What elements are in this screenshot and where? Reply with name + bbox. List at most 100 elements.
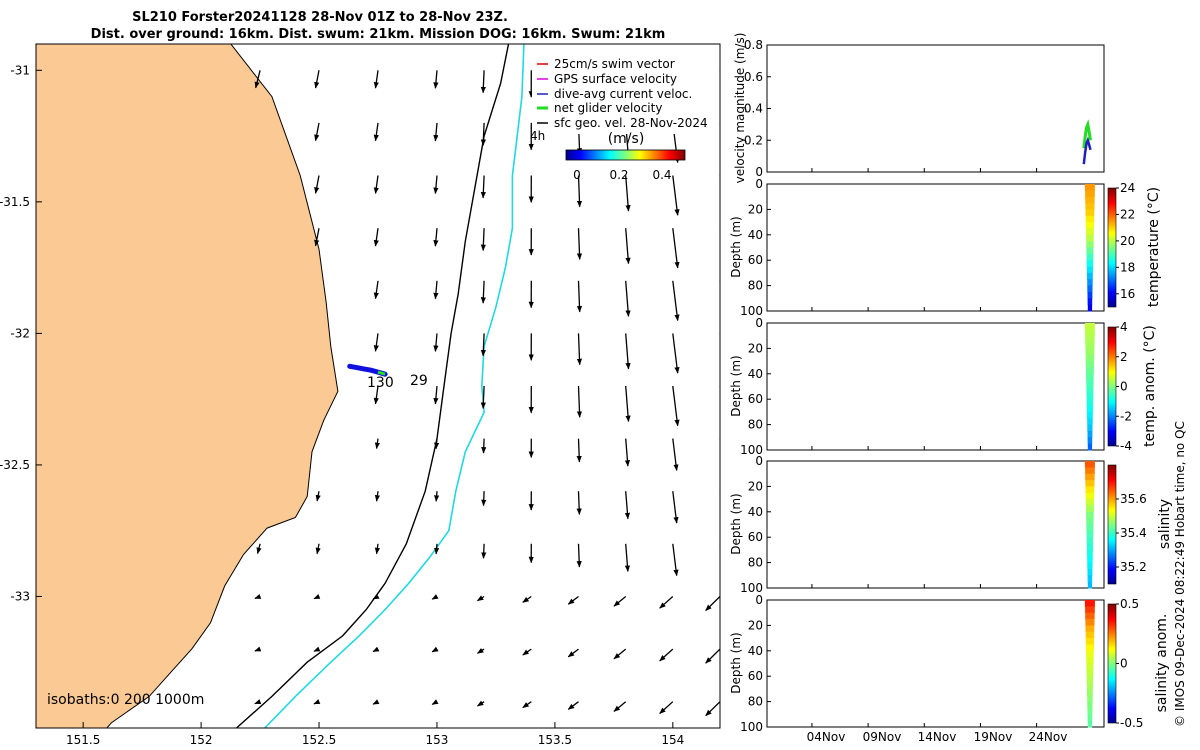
velocity-vector bbox=[314, 70, 320, 89]
velocity-vector bbox=[672, 228, 680, 269]
colorbar-tick-label: 0 bbox=[1120, 657, 1128, 671]
velocity-vector bbox=[576, 280, 583, 313]
profile-cell bbox=[1085, 492, 1095, 500]
velocity-vector bbox=[719, 543, 720, 548]
velocity-vector bbox=[625, 175, 631, 212]
profile-cell bbox=[1085, 638, 1094, 645]
velocity-vector bbox=[480, 122, 486, 146]
legend-item-dive: dive-avg current veloc. bbox=[554, 87, 692, 101]
colorbar-tick-label: 18 bbox=[1120, 260, 1135, 274]
panel-ytick-label: 60 bbox=[748, 253, 763, 267]
map-ticks: 151.5 152 152.5 153 153.5 154 -31 -31.5 -32 -32.5… bbox=[0, 63, 684, 747]
profile-cell bbox=[1086, 392, 1094, 400]
panel-ytick-label: 100 bbox=[740, 304, 763, 318]
profile-cell bbox=[1087, 714, 1093, 722]
profile-cell bbox=[1086, 234, 1094, 242]
velocity-vector bbox=[719, 228, 720, 233]
isobath-label: isobaths:0 200 1000m bbox=[47, 692, 204, 708]
velocity-vector bbox=[719, 175, 720, 180]
velocity-vector bbox=[480, 70, 486, 94]
profile-cell bbox=[1086, 524, 1094, 532]
panel-frame bbox=[766, 44, 1105, 173]
profile-cell bbox=[1087, 443, 1093, 451]
profile-cell bbox=[1086, 518, 1094, 525]
profile-cell bbox=[1087, 549, 1093, 557]
colorbar-tick-label: 20 bbox=[1120, 234, 1135, 248]
profile-cell bbox=[1087, 304, 1093, 312]
velocity-vector bbox=[254, 593, 262, 600]
temperature-cbar-label: temperature (°C) bbox=[1146, 187, 1162, 307]
velocity-vector bbox=[624, 543, 631, 573]
velocity-vector bbox=[373, 70, 379, 89]
profile-cell bbox=[1087, 581, 1093, 589]
colorbar-tick-label: 0 bbox=[1120, 380, 1128, 394]
map-ytick-label: -32.5 bbox=[0, 458, 30, 472]
profile-cell bbox=[1086, 380, 1094, 387]
velocity-vector bbox=[624, 491, 631, 520]
profile-cell bbox=[1086, 386, 1094, 394]
velocity-vector bbox=[480, 175, 486, 199]
profile-cell bbox=[1085, 203, 1095, 210]
profile-cell bbox=[1085, 612, 1095, 620]
profile-cell bbox=[1087, 430, 1093, 438]
panel-ytick-label: 0 bbox=[755, 593, 763, 607]
panel-ytick-label: 40 bbox=[748, 505, 763, 519]
profile-cell bbox=[1085, 361, 1094, 368]
velocity-vector bbox=[314, 228, 320, 247]
time-axis: 04Nov 09Nov 14Nov 19Nov 24Nov bbox=[807, 730, 1068, 744]
velocity-vector bbox=[613, 701, 627, 712]
profile-cell bbox=[1085, 606, 1095, 614]
velocity-vector bbox=[433, 175, 439, 195]
velocity-vector bbox=[254, 646, 262, 652]
salanom-ylabel: Depth (m) bbox=[729, 632, 743, 693]
velocity-vector bbox=[567, 701, 579, 710]
velocity-vector bbox=[373, 175, 379, 195]
legend-item-swim: 25cm/s swim vector bbox=[554, 57, 675, 71]
colorbar-tick-label: -2 bbox=[1120, 409, 1132, 423]
velocity-vector bbox=[481, 491, 487, 507]
velocity-vector bbox=[433, 280, 439, 300]
velocity-vector bbox=[476, 647, 485, 654]
profile-cell bbox=[1086, 505, 1094, 513]
panel-ytick-label: 40 bbox=[748, 367, 763, 381]
profile-cell bbox=[1086, 511, 1094, 519]
map-ytick-label: -32 bbox=[10, 326, 30, 340]
colorbar-gradient bbox=[565, 149, 686, 161]
panel-frame bbox=[766, 183, 1105, 312]
velocity-vector bbox=[373, 122, 379, 142]
velocity-vector bbox=[481, 543, 487, 559]
velocity-vector bbox=[431, 646, 439, 653]
panel-ytick-label: 80 bbox=[748, 418, 763, 432]
velocity-vector bbox=[313, 593, 321, 600]
map-xtick-label: 153 bbox=[426, 733, 449, 747]
velocity-vector bbox=[672, 491, 679, 524]
velocity-vector bbox=[613, 648, 627, 660]
map-xtick-label: 152 bbox=[190, 733, 213, 747]
velocity-vector bbox=[625, 385, 631, 423]
velocity-ylabel: velocity magnitude (m/s) bbox=[733, 33, 747, 184]
map-xtick-label: 153.5 bbox=[538, 733, 572, 747]
profile-cell bbox=[1085, 499, 1094, 506]
velocity-vector bbox=[480, 385, 486, 410]
velocity-vector bbox=[433, 385, 439, 405]
map-xtick-label: 152.5 bbox=[302, 733, 336, 747]
velocity-vector bbox=[672, 438, 679, 472]
colorbar-tick-label: 24 bbox=[1120, 181, 1135, 195]
panel-ytick-label: 0.2 bbox=[744, 133, 763, 147]
profile-cell bbox=[1086, 669, 1094, 677]
velocity-vector bbox=[719, 491, 720, 496]
profile-cell bbox=[1087, 279, 1093, 287]
profile-cell bbox=[1086, 241, 1094, 248]
panel-colorbar bbox=[1107, 603, 1117, 724]
velocity-vector bbox=[372, 594, 380, 600]
panel-ytick-label: 0 bbox=[755, 165, 763, 179]
profile-cell bbox=[1085, 329, 1095, 337]
velocity-vector bbox=[476, 595, 485, 602]
velocity-vector bbox=[659, 701, 674, 714]
panel-ytick-label: 80 bbox=[748, 556, 763, 570]
velocity-vector bbox=[476, 700, 485, 707]
velocity-vector bbox=[480, 280, 486, 304]
velocity-vector bbox=[576, 175, 583, 208]
velocity-vector bbox=[719, 122, 720, 127]
panel-ytick-label: 0.6 bbox=[744, 70, 763, 84]
